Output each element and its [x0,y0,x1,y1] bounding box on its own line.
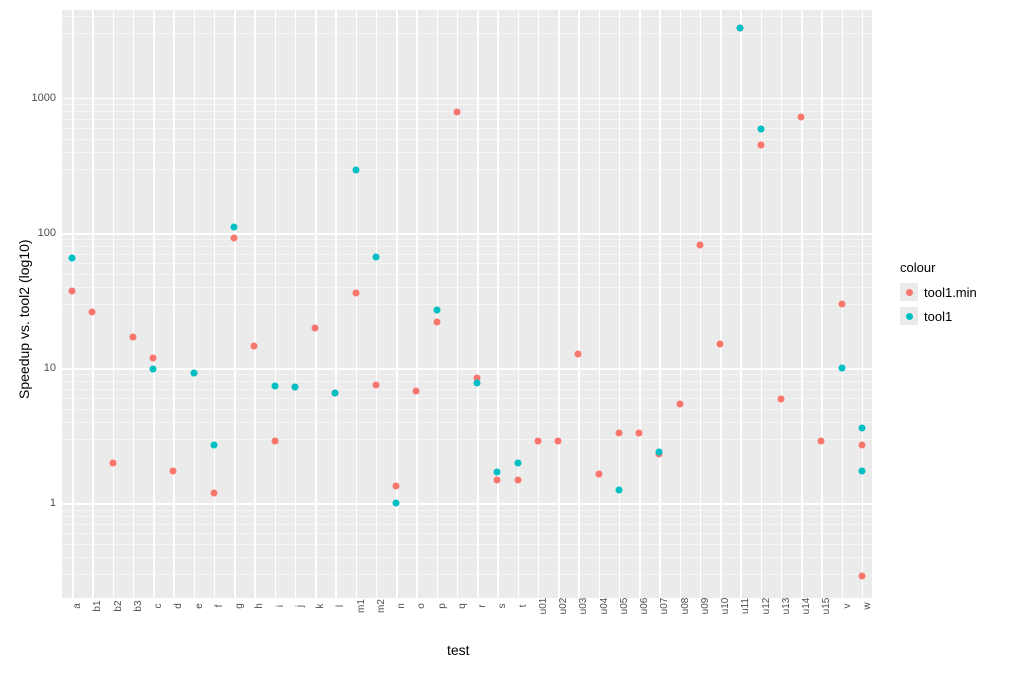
data-point [514,476,521,483]
data-point [190,370,197,377]
data-point [534,437,541,444]
data-point [271,437,278,444]
legend-label: tool1.min [924,285,977,300]
data-point [494,469,501,476]
legend-dot-icon [906,289,913,296]
data-point [210,442,217,449]
data-point [474,379,481,386]
data-point [514,459,521,466]
legend-key [900,283,918,301]
data-point [393,482,400,489]
data-point [717,341,724,348]
data-point [696,241,703,248]
data-point [656,448,663,455]
data-point [150,354,157,361]
data-point [251,343,258,350]
data-point [494,476,501,483]
legend-item: tool1 [900,307,977,325]
data-point [271,382,278,389]
data-point [595,470,602,477]
data-point [737,24,744,31]
data-point [858,442,865,449]
data-point [757,125,764,132]
data-point [615,487,622,494]
data-point [615,430,622,437]
data-point [636,430,643,437]
data-point [291,384,298,391]
data-point [798,114,805,121]
data-point [372,254,379,261]
data-point [433,318,440,325]
data-point [170,467,177,474]
data-point [69,288,76,295]
data-point [69,255,76,262]
data-point [109,459,116,466]
data-point [413,387,420,394]
data-point [89,309,96,316]
data-point [352,166,359,173]
data-points [0,0,1024,683]
data-point [757,141,764,148]
data-point [858,573,865,580]
legend-title: colour [900,260,977,275]
data-point [777,396,784,403]
data-point [332,390,339,397]
data-point [676,401,683,408]
data-point [453,109,460,116]
legend: colour tool1.min tool1 [900,260,977,331]
data-point [312,324,319,331]
legend-label: tool1 [924,309,952,324]
data-point [231,224,238,231]
data-point [575,350,582,357]
data-point [129,334,136,341]
data-point [352,290,359,297]
chart-container: Speedup vs. tool2 (log10) test 110100100… [0,0,1024,683]
data-point [818,437,825,444]
data-point [433,306,440,313]
data-point [393,500,400,507]
data-point [838,365,845,372]
legend-item: tool1.min [900,283,977,301]
legend-key [900,307,918,325]
data-point [210,489,217,496]
data-point [231,234,238,241]
data-point [838,300,845,307]
data-point [150,366,157,373]
data-point [555,437,562,444]
data-point [372,382,379,389]
data-point [858,467,865,474]
legend-dot-icon [906,313,913,320]
data-point [858,425,865,432]
